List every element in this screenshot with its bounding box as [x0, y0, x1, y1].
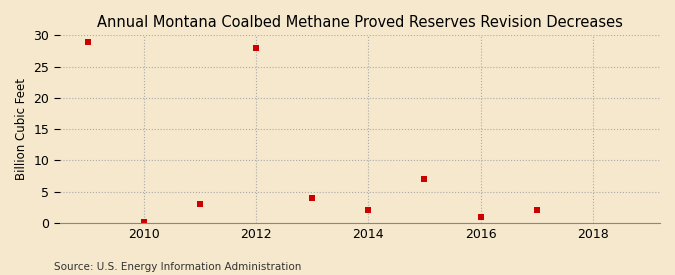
Text: Source: U.S. Energy Information Administration: Source: U.S. Energy Information Administ… [54, 262, 301, 272]
Title: Annual Montana Coalbed Methane Proved Reserves Revision Decreases: Annual Montana Coalbed Methane Proved Re… [97, 15, 623, 30]
Y-axis label: Billion Cubic Feet: Billion Cubic Feet [15, 78, 28, 180]
